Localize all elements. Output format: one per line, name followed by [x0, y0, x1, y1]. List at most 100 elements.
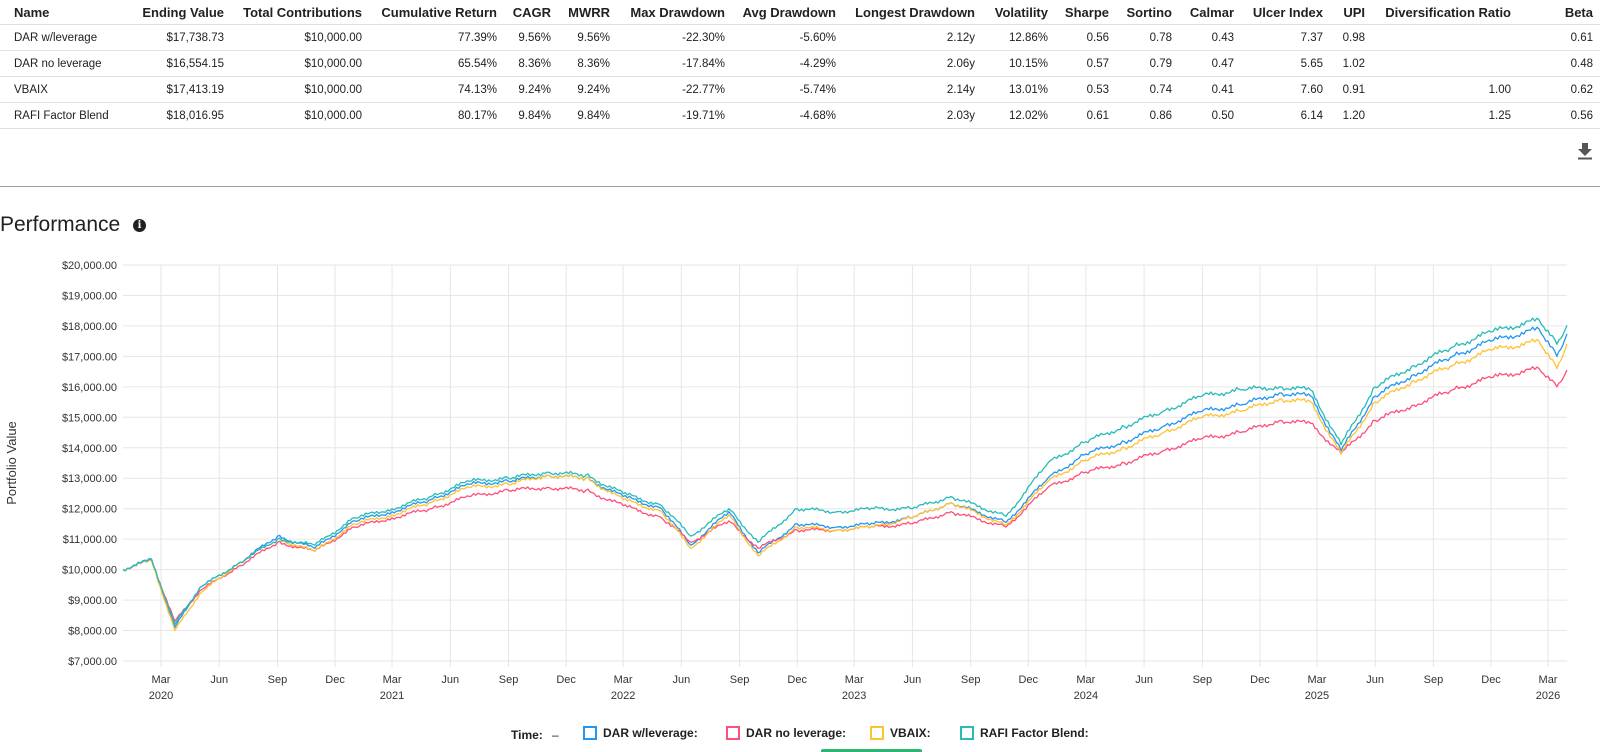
table-cell: $16,554.15 [125, 50, 231, 77]
x-tick-label: Jun [1135, 674, 1153, 686]
column-header[interactable]: CAGR [504, 0, 558, 25]
table-cell: 9.56% [504, 24, 558, 51]
column-header[interactable]: Ulcer Index [1241, 0, 1330, 25]
column-header[interactable]: Avg Drawdown [732, 0, 843, 25]
column-header[interactable]: Ending Value [125, 0, 231, 25]
x-tick-label: Jun [672, 674, 690, 686]
table-cell: 12.02% [982, 102, 1055, 129]
legend-item[interactable]: VBAIX: [870, 726, 931, 740]
y-tick-label: $17,000.00 [62, 351, 117, 363]
column-header[interactable]: Diversification Ratio [1372, 0, 1518, 25]
x-tick-label: Jun [904, 674, 922, 686]
column-header[interactable]: Longest Drawdown [843, 0, 982, 25]
x-tick-year-label: 2020 [149, 690, 173, 702]
table-cell: 0.57 [1055, 50, 1116, 77]
table-cell: -19.71% [617, 102, 732, 129]
performance-chart: $7,000.00 $8,000.00 $9,000.00 $10,000.00 $11… [4, 260, 1568, 702]
table-cell: 80.17% [369, 102, 504, 129]
x-tick-label: Dec [556, 674, 576, 686]
legend-item[interactable]: RAFI Factor Blend: [960, 726, 1089, 740]
table-cell: 77.39% [369, 24, 504, 51]
chart-legend: Time: – DAR w/leverage: DAR no leverage: V… [0, 726, 1600, 746]
table-cell: 8.36% [558, 50, 617, 77]
column-header[interactable]: Beta [1518, 0, 1600, 25]
table-cell: $10,000.00 [231, 76, 369, 103]
x-tick-label: Mar [1307, 674, 1326, 686]
y-tick-label: $10,000.00 [62, 565, 117, 577]
section-divider [0, 186, 1600, 187]
x-tick-label: Mar [1539, 674, 1558, 686]
table-cell: 0.50 [1179, 102, 1241, 129]
legend-label: RAFI Factor Blend: [980, 726, 1089, 740]
table-cell [1372, 24, 1518, 51]
x-tick-label: Mar [152, 674, 171, 686]
x-tick-year-label: 2021 [380, 690, 404, 702]
column-header[interactable]: UPI [1330, 0, 1372, 25]
column-header[interactable]: Sortino [1116, 0, 1179, 25]
table-cell: 10.15% [982, 50, 1055, 77]
column-header[interactable]: Calmar [1179, 0, 1241, 25]
table-cell: $10,000.00 [231, 102, 369, 129]
column-header[interactable]: Sharpe [1055, 0, 1116, 25]
table-cell: 8.36% [504, 50, 558, 77]
x-tick-label: Dec [1250, 674, 1270, 686]
y-tick-label: $20,000.00 [62, 260, 117, 272]
legend-item[interactable]: DAR no leverage: [726, 726, 846, 740]
table-cell: $18,016.95 [125, 102, 231, 129]
column-header[interactable]: Max Drawdown [617, 0, 732, 25]
table-cell: 2.14y [843, 76, 982, 103]
x-tick-label: Sep [268, 674, 288, 686]
x-tick-label: Mar [614, 674, 633, 686]
table-cell: 0.56 [1055, 24, 1116, 51]
column-header[interactable]: MWRR [558, 0, 617, 25]
performance-title: Performance [0, 213, 121, 236]
column-header[interactable]: Cumulative Return [369, 0, 504, 25]
x-tick-year-label: 2022 [611, 690, 635, 702]
y-tick-label: $7,000.00 [68, 656, 117, 668]
y-tick-label: $11,000.00 [63, 534, 117, 546]
table-cell: $17,413.19 [125, 76, 231, 103]
table-cell: 2.03y [843, 102, 982, 129]
legend-item[interactable]: DAR w/leverage: [583, 726, 698, 740]
table-cell: 9.56% [558, 24, 617, 51]
portfolio-name-cell: VBAIX [0, 76, 125, 103]
table-cell: 0.86 [1116, 102, 1179, 129]
series-line-0 [122, 326, 1568, 629]
legend-label: DAR no leverage: [746, 726, 847, 740]
info-icon[interactable]: i [133, 219, 146, 232]
download-icon[interactable] [1577, 142, 1593, 160]
y-tick-label: $8,000.00 [68, 626, 117, 638]
y-axis-title: Portfolio Value [4, 421, 19, 505]
series-line-2 [122, 338, 1568, 632]
column-header[interactable]: Volatility [982, 0, 1055, 25]
table-cell: $10,000.00 [231, 24, 369, 51]
stats-table: Name Ending Value Total Contributions Cumul… [0, 0, 1600, 129]
table-cell: -17.84% [617, 50, 732, 77]
table-header-row: Name Ending Value Total Contributions Cumul… [0, 0, 1600, 25]
table-cell: 0.62 [1518, 76, 1600, 103]
x-tick-label: Sep [1424, 674, 1444, 686]
y-tick-label: $15,000.00 [62, 412, 117, 424]
y-tick-label: $14,000.00 [62, 443, 117, 455]
y-tick-label: $12,000.00 [62, 504, 117, 516]
table-cell: 0.61 [1055, 102, 1116, 129]
table-cell: 9.24% [504, 76, 558, 103]
x-tick-label: Sep [961, 674, 981, 686]
table-cell: 0.43 [1179, 24, 1241, 51]
column-header[interactable]: Name [0, 0, 125, 25]
table-cell: $17,738.73 [125, 24, 231, 51]
x-tick-year-label: 2023 [842, 690, 866, 702]
y-tick-label: $9,000.00 [68, 595, 117, 607]
table-cell: -5.60% [732, 24, 843, 51]
portfolio-name-cell: DAR w/leverage [0, 24, 125, 51]
x-tick-label: Mar [845, 674, 864, 686]
portfolio-name-cell: RAFI Factor Blend [0, 102, 125, 129]
x-tick-label: Dec [325, 674, 345, 686]
x-tick-label: Jun [1366, 674, 1384, 686]
table-cell: 0.56 [1518, 102, 1600, 129]
table-cell: 7.37 [1241, 24, 1330, 51]
table-cell: -4.68% [732, 102, 843, 129]
table-cell: 13.01% [982, 76, 1055, 103]
table-cell: 0.79 [1116, 50, 1179, 77]
column-header[interactable]: Total Contributions [231, 0, 369, 25]
